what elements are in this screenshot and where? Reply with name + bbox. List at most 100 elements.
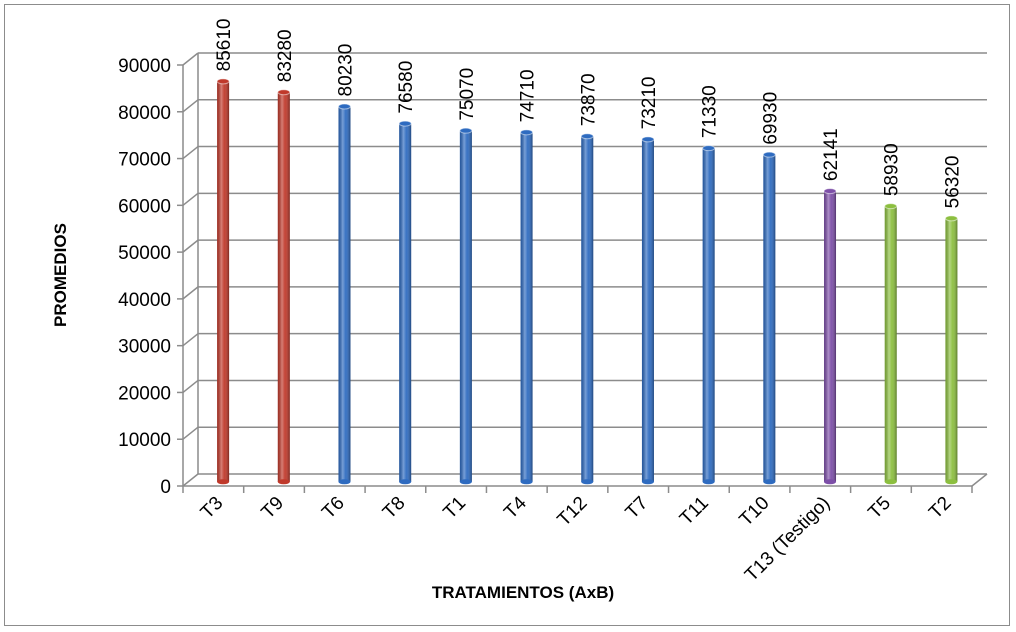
data-label: 73870 [578,73,599,126]
floor-edge [971,473,988,487]
data-label: 62141 [821,128,842,181]
y-tick-label: 60000 [118,196,171,217]
bar [944,215,958,485]
x-tick-label: T8 [379,493,410,524]
bar-base [702,479,715,485]
gridline-depth [182,333,199,347]
bar-base [520,479,533,485]
bar [823,188,837,485]
y-tick-label: 70000 [118,150,171,171]
bar-base [338,479,351,485]
data-label: 73210 [639,76,660,129]
bar-shading [277,92,290,482]
bar-shading [581,136,594,482]
y-tick-label: 0 [160,477,171,498]
bar-shading [459,130,472,482]
gridline-depth [182,379,199,394]
x-tick-label: T11 [676,493,713,530]
bar-shading [824,191,837,482]
bar [459,127,473,485]
data-label: 56320 [942,156,963,209]
data-labels: 85610 83280 80230 76580 75070 74710 73870 73210… [214,18,963,208]
data-label: 74710 [518,69,539,122]
y-axis-title: PROMEDIOS [51,223,70,327]
data-label: 83280 [275,29,296,82]
x-tick-label: T2 [925,493,956,524]
gridline-depth [182,52,199,66]
bar [216,78,230,485]
bar [398,120,412,485]
data-label: 80230 [335,44,356,97]
bar-base [824,479,837,485]
bar-base [217,479,230,485]
bar [884,203,898,485]
bar-cap [762,151,776,158]
bar [277,89,291,485]
bar-base [399,479,412,485]
x-tick-label: T10 [736,493,774,531]
bars [216,78,958,485]
bar [702,145,716,485]
gridline-depth [182,145,199,160]
bar-cap [580,133,594,140]
bar [762,151,776,485]
data-label: 75070 [457,68,478,121]
bar-shading [884,206,897,482]
gridline-depth [182,473,199,487]
y-tick-label: 80000 [118,103,171,124]
x-tick-label: T5 [864,493,895,524]
y-tick-label: 40000 [118,290,171,311]
bar-cap [277,89,291,96]
x-tick-label: T1 [440,493,471,524]
bar-base [459,479,472,485]
x-tick-label: T3 [197,493,228,524]
bar-cap [520,129,534,136]
bar-shading [338,106,351,482]
bar-shading [763,154,776,482]
x-tick-label: T7 [622,493,653,524]
y-tick-label: 30000 [118,337,171,358]
x-tick-label: T9 [258,493,289,524]
bar [641,136,655,485]
y-tick-label: 90000 [118,56,171,77]
bar-cap [337,103,351,110]
bar-shading [702,148,715,482]
bar-cap [823,188,837,195]
bar-base [641,479,654,485]
x-tick-label: T6 [318,493,349,524]
x-tick-label: T4 [500,492,531,523]
bar [337,103,351,485]
bar-cap [459,127,473,134]
gridline-depth [182,426,199,440]
y-tick-label: 50000 [118,243,171,264]
y-tick-label: 20000 [118,383,171,404]
bar-cap [216,78,230,85]
bar-cap [884,203,898,210]
data-label: 58930 [882,143,903,196]
bar-base [945,479,958,485]
data-label: 85610 [214,18,235,71]
x-tick-label: T12 [554,493,592,531]
data-label: 76580 [396,61,417,114]
gridline-depth [182,239,199,253]
bar-base [763,479,776,485]
axes: 0 10000 20000 30000 40000 50000 60000 70000 8000… [118,53,988,586]
bar-cap [944,215,958,222]
bar-cap [641,136,655,143]
bar [520,129,534,485]
bar-base [581,479,594,485]
y-tick-label: 10000 [118,430,171,451]
bar-shading [641,139,654,482]
bar-shading [217,81,230,482]
chart-frame [4,4,1010,626]
data-label: 71330 [700,85,721,138]
gridline-depth [182,192,199,206]
data-label: 69930 [760,92,781,145]
gridline-depth [182,99,199,113]
bar-shading [520,132,533,482]
bar-shading [945,218,958,482]
bar-cap [398,120,412,127]
bar-base [884,479,897,485]
bar-shading [399,123,412,482]
